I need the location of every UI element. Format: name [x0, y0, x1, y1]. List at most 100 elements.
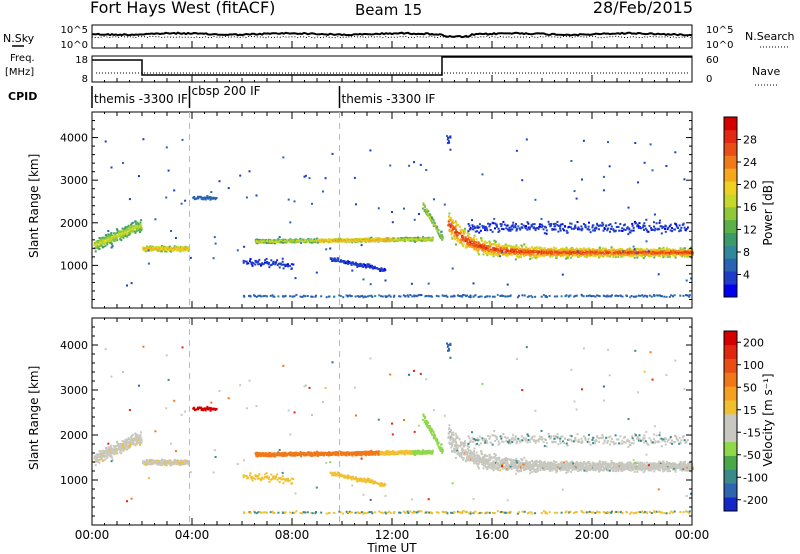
power-point: [638, 222, 641, 225]
power-point: [364, 266, 367, 269]
power-point: [259, 294, 261, 297]
velocity-point: [143, 461, 146, 464]
power-point: [602, 223, 605, 226]
power-point: [346, 240, 348, 243]
power-point: [451, 267, 454, 270]
power-point: [306, 295, 309, 297]
power-point: [414, 239, 417, 242]
power-point: [645, 229, 648, 232]
power-point: [570, 222, 573, 225]
power-point: [404, 295, 407, 298]
power-point: [528, 295, 530, 298]
velocity-point: [114, 445, 117, 448]
power-point: [368, 263, 371, 266]
power-point: [104, 140, 107, 143]
y-tick-label: 3000: [60, 174, 88, 187]
velocity-point: [158, 463, 161, 466]
power-point: [371, 295, 374, 298]
power-point: [457, 240, 460, 243]
power-point: [471, 224, 474, 227]
power-point: [681, 249, 683, 252]
power-point: [588, 294, 591, 297]
power-point: [479, 245, 482, 247]
velocity-point: [136, 438, 139, 441]
velocity-point: [129, 438, 132, 441]
power-point: [97, 241, 100, 244]
power-point: [406, 294, 409, 297]
power-point: [547, 248, 550, 251]
power-point: [507, 228, 510, 231]
velocity-point: [193, 408, 196, 410]
power-point: [381, 237, 384, 240]
power-point: [271, 294, 274, 297]
power-point: [511, 247, 514, 250]
power-point: [383, 238, 386, 241]
power-point: [251, 261, 253, 264]
power-point: [373, 237, 376, 240]
power-point: [485, 252, 488, 255]
power-point: [584, 224, 587, 227]
power-point: [430, 219, 433, 222]
power-point: [129, 231, 132, 234]
power-point: [554, 247, 557, 250]
power-point: [355, 238, 357, 240]
power-point: [136, 228, 139, 231]
beam-title: Beam 15: [355, 1, 422, 19]
power-point: [290, 267, 293, 270]
power-point: [117, 230, 120, 233]
velocity-point: [97, 455, 100, 458]
power-point: [617, 250, 620, 253]
power-point: [657, 294, 660, 297]
power-point: [559, 229, 562, 232]
power-point: [443, 203, 446, 206]
power-point: [655, 294, 658, 297]
power-point: [525, 138, 528, 141]
power-point: [139, 223, 142, 226]
power-point: [627, 253, 630, 256]
power-point: [111, 245, 114, 248]
power-point: [575, 197, 578, 200]
noise-tick-low-left: 10^0: [61, 40, 88, 51]
power-point: [580, 225, 583, 228]
power-point: [457, 232, 460, 235]
velocity-point: [134, 444, 137, 447]
power-point: [449, 225, 452, 228]
velocity-point: [105, 448, 108, 451]
power-point: [567, 251, 570, 254]
power-point: [607, 251, 610, 254]
power-point: [643, 161, 646, 164]
velocity-point: [127, 437, 130, 440]
power-point: [433, 223, 436, 226]
power-point: [463, 240, 466, 243]
velocity-point: [165, 464, 168, 467]
power-point: [487, 249, 490, 252]
velocity-point: [117, 448, 120, 451]
power-point: [581, 178, 583, 181]
power-point: [398, 295, 401, 298]
power-point: [257, 238, 260, 241]
power-point: [124, 227, 127, 230]
cpid-label: CPID: [8, 90, 37, 103]
power-point: [293, 295, 296, 298]
power-point: [464, 231, 466, 234]
power-point: [644, 227, 647, 230]
power-point: [524, 250, 527, 253]
power-point: [287, 265, 290, 268]
velocity-point: [134, 432, 137, 435]
power-point: [126, 284, 128, 287]
power-point: [624, 229, 627, 231]
power-point: [589, 254, 592, 257]
power-point: [647, 249, 650, 252]
power-point: [500, 294, 503, 297]
power-point: [95, 240, 98, 243]
power-point: [199, 195, 202, 198]
power-point: [654, 254, 657, 257]
velocity-point: [107, 450, 109, 453]
power-point: [619, 251, 622, 254]
power-point: [328, 295, 331, 298]
power-point: [596, 222, 598, 225]
power-point: [482, 225, 485, 228]
power-point: [668, 225, 671, 228]
power-point: [372, 267, 375, 270]
